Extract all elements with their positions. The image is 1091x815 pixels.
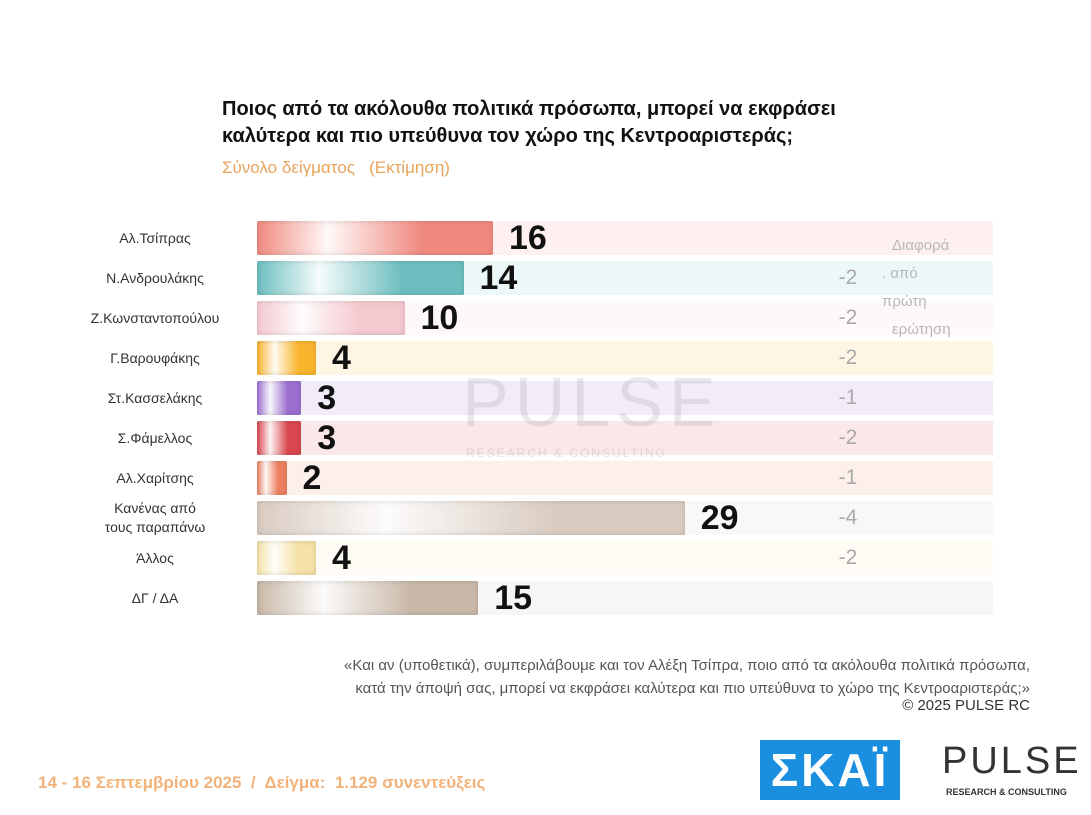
bar xyxy=(257,541,316,575)
value-label: 29 xyxy=(700,499,739,537)
title-line: Ποιος από τα ακόλουθα πολιτικά πρόσωπα, … xyxy=(222,98,836,120)
bar xyxy=(257,501,685,535)
change-label: -1 xyxy=(838,386,858,409)
watermark: PULSE xyxy=(462,363,722,441)
bar xyxy=(257,261,464,295)
bar xyxy=(257,461,287,495)
row-background xyxy=(257,421,993,455)
bar xyxy=(257,381,302,415)
row-background xyxy=(257,381,993,415)
category-label: Αλ.Τσίπρας xyxy=(119,230,191,246)
change-header: Διαφορά . από πρώτη ερώτηση xyxy=(880,232,970,344)
category-label: Άλλος xyxy=(136,550,174,566)
category-label: Ζ.Κωνσταντοπούλου xyxy=(90,310,220,326)
category-label: Κανένας από τους παραπάνω xyxy=(104,500,206,535)
pulse-tagline: RESEARCH & CONSULTING xyxy=(946,787,1067,797)
change-label: -4 xyxy=(838,506,858,529)
subtitle-part: Σύνολο δείγματος xyxy=(222,158,355,177)
category-label: Γ.Βαρουφάκης xyxy=(110,350,200,366)
row-background xyxy=(257,541,993,575)
title-line: καλύτερα και πιο υπεύθυνα τον χώρο της Κ… xyxy=(222,125,794,147)
fieldwork: 14 - 16 Σεπτεμβρίου 2025 / Δείγμα: 1.129… xyxy=(38,773,486,792)
change-header-line: πρώτη xyxy=(882,293,927,310)
value-label: 2 xyxy=(302,459,322,497)
category-label: ΔΓ / ΔΑ xyxy=(131,590,179,606)
change-label: -1 xyxy=(838,466,858,489)
value-label: 4 xyxy=(332,339,351,377)
value-label: 3 xyxy=(317,379,337,417)
pulse-logo: PULSE xyxy=(942,740,1082,782)
change-label: -2 xyxy=(838,546,858,569)
change-label: -2 xyxy=(838,266,858,289)
value-label: 14 xyxy=(479,259,518,297)
change-header-line: . από xyxy=(882,265,918,282)
change-header-line: Διαφορά xyxy=(892,237,950,254)
change-label: -2 xyxy=(838,426,858,449)
change-header-line: ερώτηση xyxy=(892,321,951,338)
change-label: -2 xyxy=(838,306,858,329)
skai-logo: ΣΚΑΪ xyxy=(760,740,900,800)
row-background xyxy=(257,341,993,375)
category-label: Ν.Ανδρουλάκης xyxy=(106,270,204,286)
value-label: 10 xyxy=(420,299,459,337)
bar xyxy=(257,301,405,335)
row-background xyxy=(257,461,993,495)
value-label: 4 xyxy=(332,539,351,577)
footnote-line: «Και αν (υποθετικά), συμπεριλάβουμε και … xyxy=(344,657,1030,674)
value-label: 16 xyxy=(509,219,547,257)
value-label: 15 xyxy=(494,579,533,617)
bar xyxy=(257,421,302,455)
value-label: 3 xyxy=(317,419,337,457)
bar xyxy=(257,341,316,375)
subtitle: Σύνολο δείγματος (Εκτίμηση) xyxy=(222,158,450,178)
footnote: «Και αν (υποθετικά), συμπεριλάβουμε και … xyxy=(344,654,1030,700)
footnote-line: κατά την άποψή σας, μπορεί να εκφράσει κ… xyxy=(355,680,1030,697)
bar xyxy=(257,221,493,255)
category-label: Στ.Κασσελάκης xyxy=(107,390,203,406)
bar xyxy=(257,581,479,615)
change-label: -2 xyxy=(838,346,858,369)
subtitle-part: (Εκτίμηση) xyxy=(369,158,450,177)
category-label: Σ.Φάμελλος xyxy=(117,430,193,446)
watermark-tagline: RESEARCH & CONSULTING xyxy=(466,446,668,460)
category-label: Αλ.Χαρίτσης xyxy=(116,470,194,486)
title: Ποιος από τα ακόλουθα πολιτικά πρόσωπα, … xyxy=(222,96,836,150)
copyright: © 2025 PULSE RC xyxy=(902,697,1030,714)
